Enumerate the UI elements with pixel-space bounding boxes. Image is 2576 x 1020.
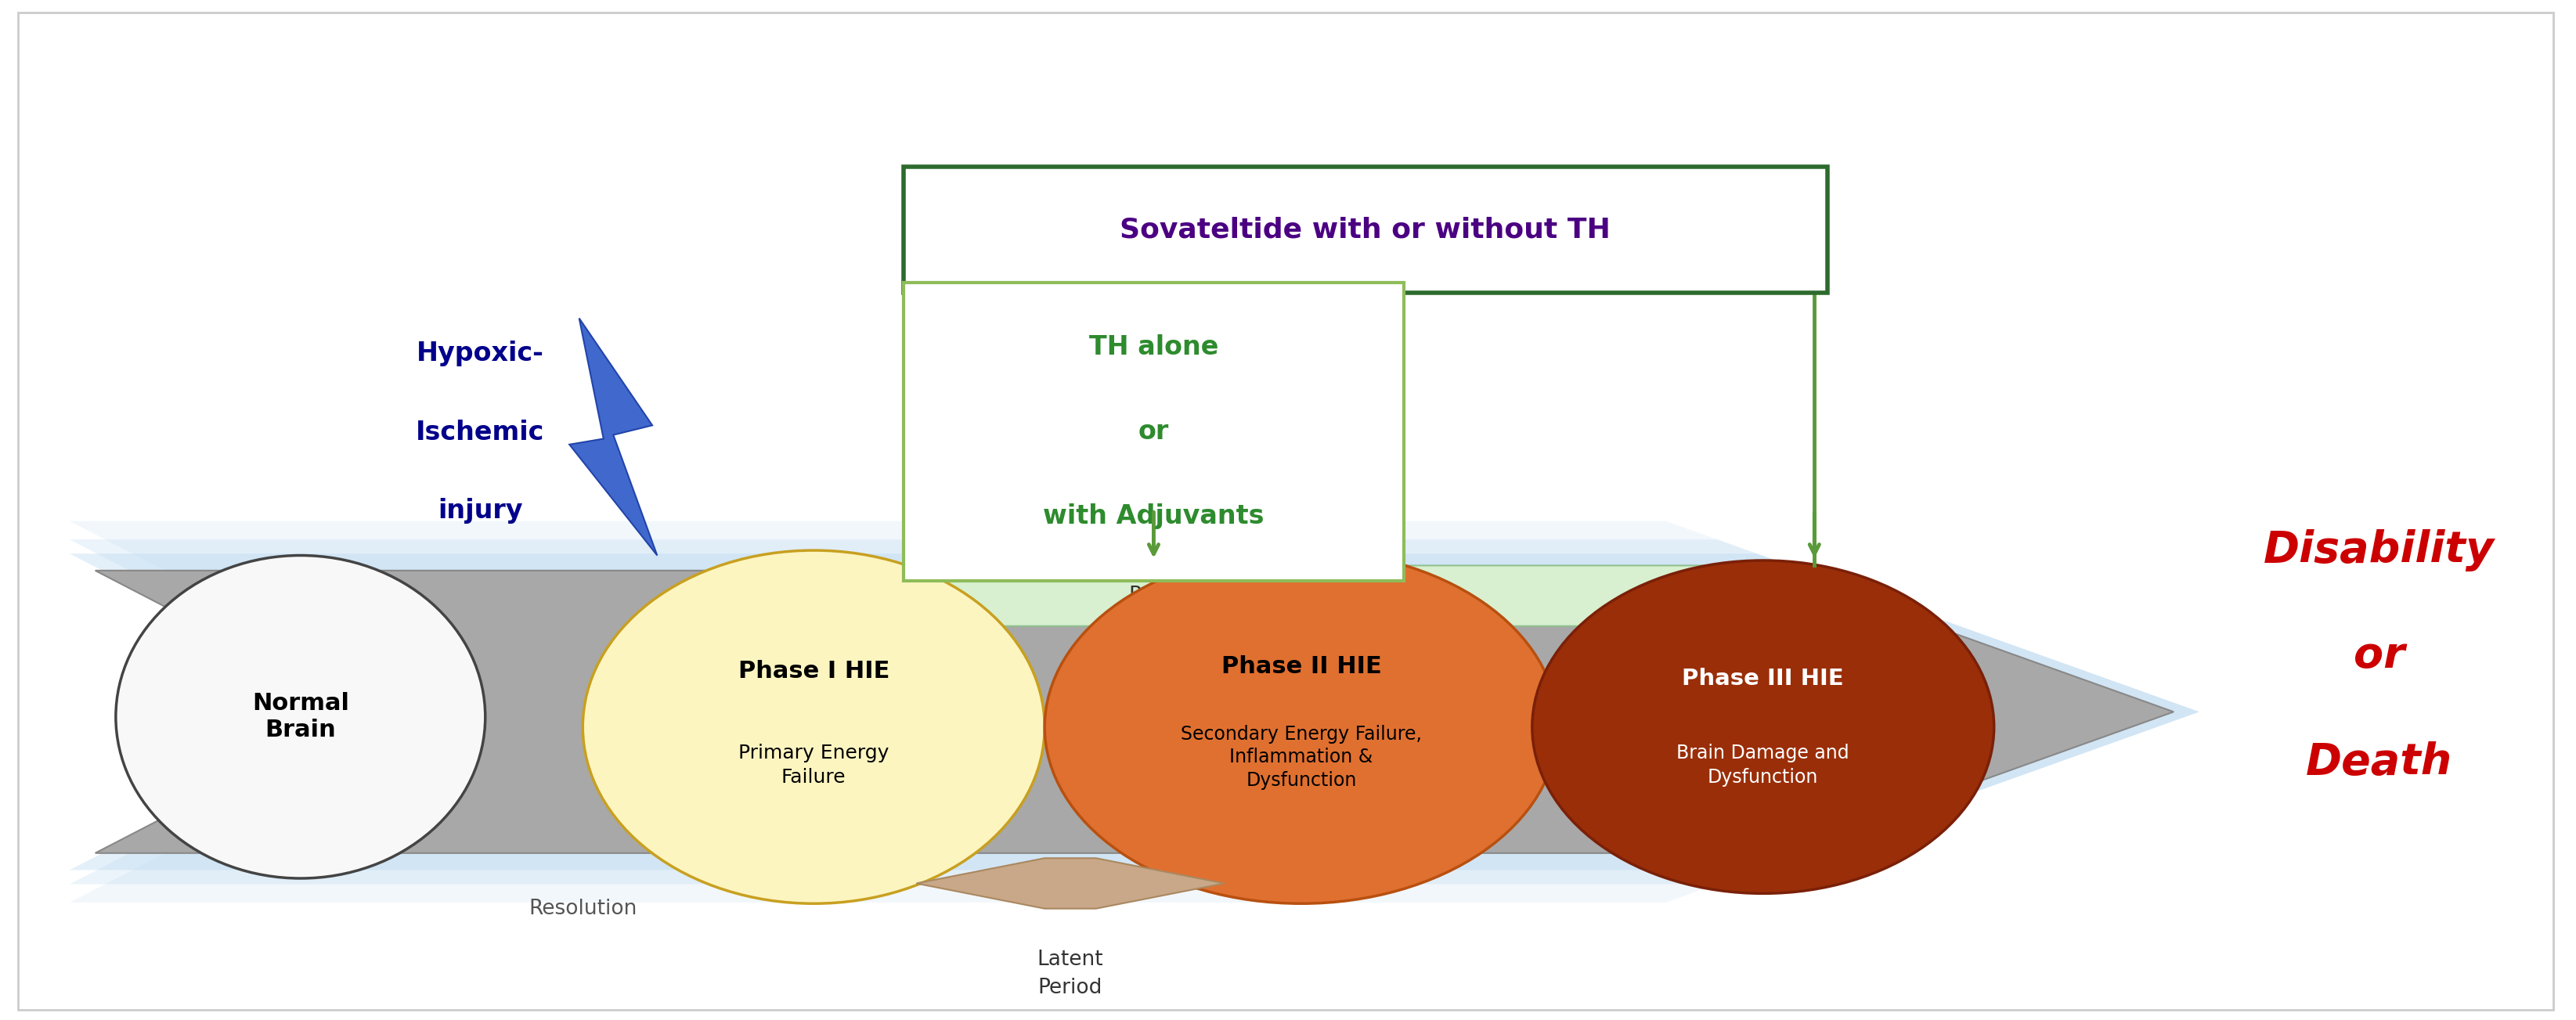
Text: Ischemic: Ischemic — [415, 419, 544, 445]
Text: Phase II HIE: Phase II HIE — [1221, 655, 1381, 677]
FancyBboxPatch shape — [904, 283, 1404, 580]
Text: Brain Damage and
Dysfunction: Brain Damage and Dysfunction — [1677, 744, 1850, 787]
Text: Disability: Disability — [2262, 529, 2494, 571]
Text: Phase III HIE: Phase III HIE — [1682, 667, 1844, 690]
Ellipse shape — [1533, 560, 1994, 894]
Text: Reduces disability and Mortality: Reduces disability and Mortality — [1128, 585, 1461, 606]
Text: or: or — [2352, 635, 2403, 677]
Text: Resolution: Resolution — [528, 899, 636, 919]
Text: Secondary Energy Failure,
Inflammation &
Dysfunction: Secondary Energy Failure, Inflammation &… — [1180, 724, 1422, 789]
Text: Primary Energy
Failure: Primary Energy Failure — [739, 744, 889, 787]
Polygon shape — [70, 554, 2200, 870]
Text: Death: Death — [2306, 742, 2452, 783]
Text: Normal
Brain: Normal Brain — [252, 693, 348, 742]
Polygon shape — [70, 540, 2200, 884]
Text: TH alone

or

with Adjuvants: TH alone or with Adjuvants — [1043, 335, 1265, 529]
Text: Phase I HIE: Phase I HIE — [737, 660, 889, 682]
Polygon shape — [70, 521, 2200, 903]
Text: injury: injury — [438, 498, 523, 524]
Polygon shape — [917, 858, 1224, 909]
Ellipse shape — [582, 551, 1043, 904]
Ellipse shape — [1043, 551, 1558, 904]
Ellipse shape — [116, 556, 484, 878]
Text: Hypoxic-: Hypoxic- — [417, 341, 544, 366]
Text: Latent
Period: Latent Period — [1038, 950, 1103, 999]
Polygon shape — [95, 570, 2174, 853]
Text: Sovateltide with or without TH: Sovateltide with or without TH — [1121, 216, 1610, 244]
FancyBboxPatch shape — [904, 167, 1826, 293]
Polygon shape — [672, 565, 1814, 626]
Polygon shape — [569, 318, 657, 556]
